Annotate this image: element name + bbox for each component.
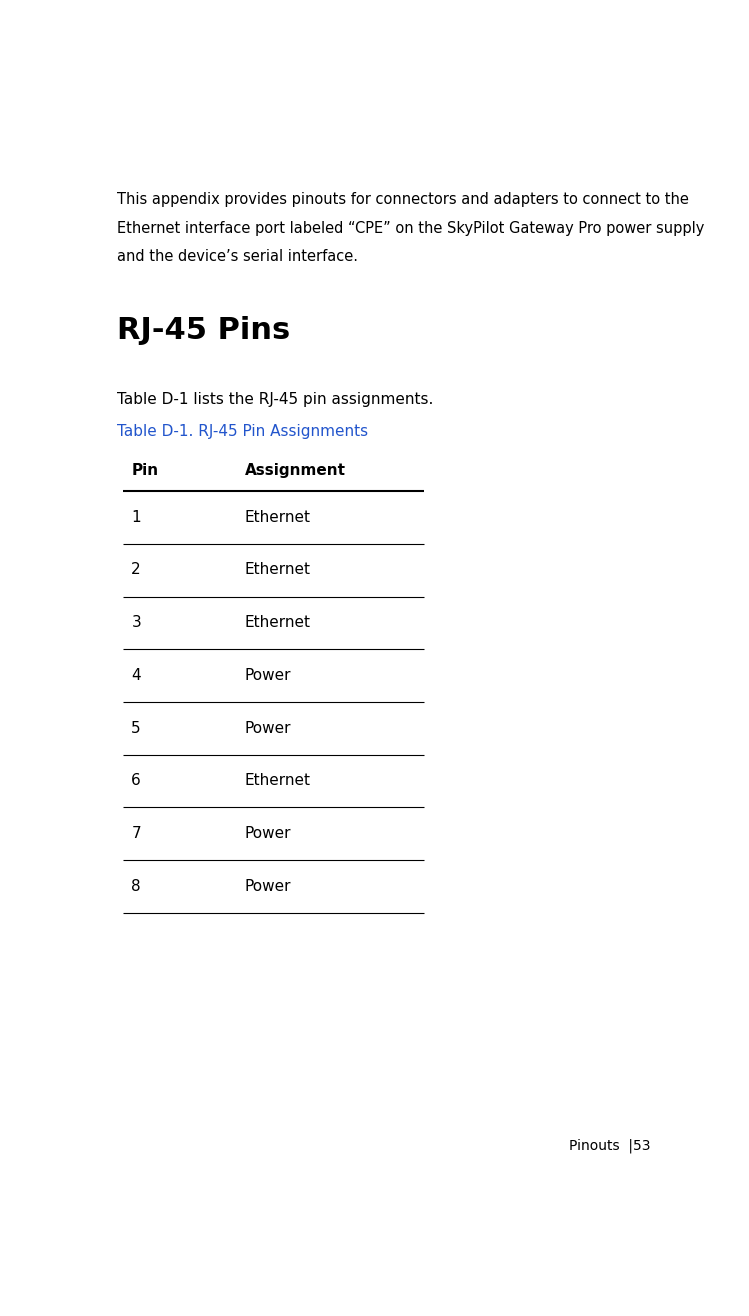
Text: RJ-45 Pins: RJ-45 Pins bbox=[117, 316, 290, 345]
Text: Power: Power bbox=[244, 667, 291, 683]
Text: Ethernet: Ethernet bbox=[244, 562, 311, 578]
Text: Power: Power bbox=[244, 879, 291, 894]
Text: Power: Power bbox=[244, 721, 291, 736]
Text: 1: 1 bbox=[131, 509, 141, 525]
Text: Ethernet: Ethernet bbox=[244, 615, 311, 630]
Text: Ethernet: Ethernet bbox=[244, 509, 311, 525]
Text: 4: 4 bbox=[131, 667, 141, 683]
Text: 5: 5 bbox=[131, 721, 141, 736]
Text: Table D-1. RJ-45 Pin Assignments: Table D-1. RJ-45 Pin Assignments bbox=[117, 425, 368, 440]
Text: Pin: Pin bbox=[131, 463, 159, 478]
Text: 7: 7 bbox=[131, 826, 141, 841]
Text: Power: Power bbox=[244, 826, 291, 841]
Text: Ethernet: Ethernet bbox=[244, 774, 311, 788]
Text: Table D-1 lists the RJ-45 pin assignments.: Table D-1 lists the RJ-45 pin assignment… bbox=[117, 392, 433, 407]
Text: 3: 3 bbox=[131, 615, 141, 630]
Text: 8: 8 bbox=[131, 879, 141, 894]
Text: Assignment: Assignment bbox=[244, 463, 345, 478]
Text: This appendix provides pinouts for connectors and adapters to connect to the: This appendix provides pinouts for conne… bbox=[117, 192, 689, 208]
Text: Pinouts  |53: Pinouts |53 bbox=[569, 1138, 651, 1153]
Text: 2: 2 bbox=[131, 562, 141, 578]
Text: Ethernet interface port labeled “CPE” on the SkyPilot Gateway Pro power supply: Ethernet interface port labeled “CPE” on… bbox=[117, 221, 704, 236]
Text: 6: 6 bbox=[131, 774, 141, 788]
Text: and the device’s serial interface.: and the device’s serial interface. bbox=[117, 249, 358, 265]
